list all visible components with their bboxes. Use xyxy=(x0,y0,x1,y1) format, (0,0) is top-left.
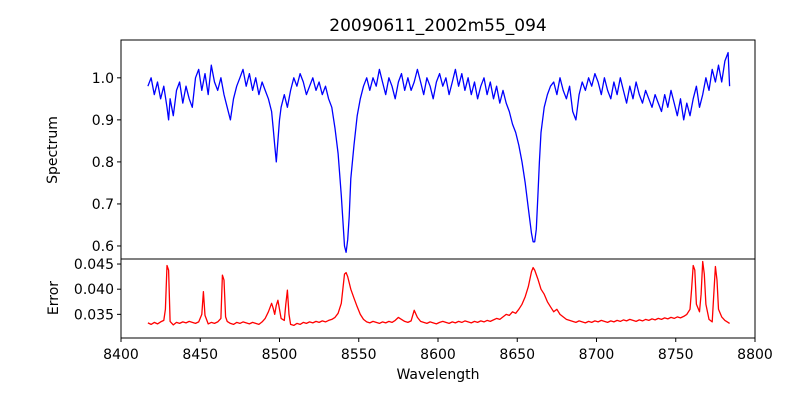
spectrum-y-tick-label: 1.0 xyxy=(92,71,114,87)
error-y-axis-label: Error xyxy=(46,281,62,315)
chart-title: 20090611_2002m55_094 xyxy=(329,16,546,36)
x-tick-label: 8550 xyxy=(341,347,377,363)
plot-area: 0.6 0.7 0.8 0.9 1.0 0.035 0.040 0.045 8400 8450 85… xyxy=(74,39,773,363)
x-tick-label: 8500 xyxy=(262,347,298,363)
spectrum-y-axis-label: Spectrum xyxy=(45,116,61,184)
error-y-tick-label: 0.040 xyxy=(74,282,114,298)
spectrum-line xyxy=(147,51,731,253)
spectrum-y-tick-label: 0.9 xyxy=(92,113,114,129)
x-tick-label: 8450 xyxy=(182,347,218,363)
spectrum-y-tick-label: 0.6 xyxy=(92,239,114,255)
spectrum-y-tick-label: 0.8 xyxy=(92,155,114,171)
x-tick-label: 8600 xyxy=(420,347,456,363)
x-tick-label: 8400 xyxy=(103,347,139,363)
error-panel-border xyxy=(120,258,756,339)
spectrum-panel-border xyxy=(120,39,756,260)
spectrum-y-tick-label: 0.7 xyxy=(92,197,114,213)
error-y-tick-label: 0.045 xyxy=(74,257,114,273)
x-tick-label: 8750 xyxy=(658,347,694,363)
x-tick-label: 8700 xyxy=(579,347,615,363)
error-line xyxy=(147,260,730,327)
x-tick-label: 8650 xyxy=(499,347,535,363)
x-tick-label: 8800 xyxy=(737,347,773,363)
x-axis-label: Wavelength xyxy=(396,367,479,383)
error-y-tick-label: 0.035 xyxy=(74,307,114,323)
